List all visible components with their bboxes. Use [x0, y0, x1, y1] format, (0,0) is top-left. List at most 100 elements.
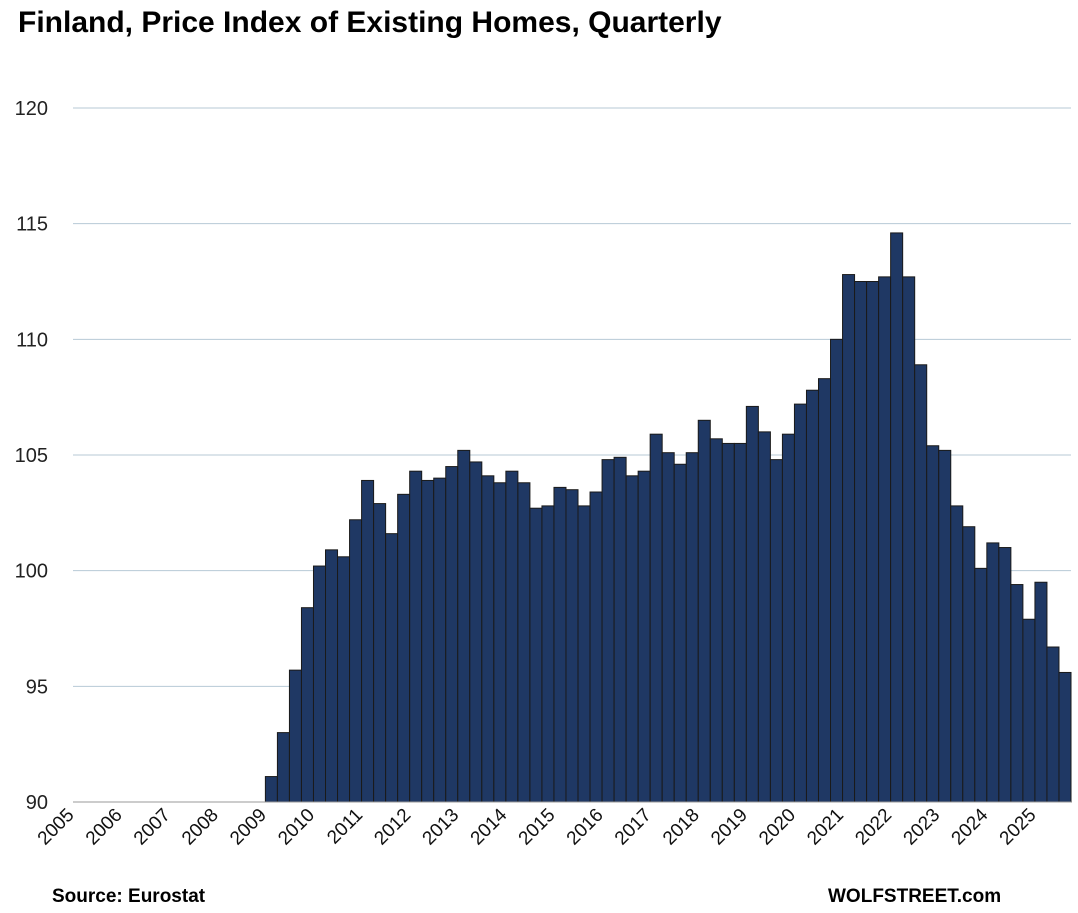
- bar: [950, 505, 964, 803]
- bar: [493, 482, 507, 803]
- y-tick-label: 105: [15, 445, 48, 467]
- y-tick-label: 90: [26, 792, 48, 814]
- x-tick-label: 2020: [755, 805, 800, 850]
- x-tick-label: 2013: [419, 805, 464, 850]
- x-tick-label: 2007: [130, 805, 175, 850]
- x-tick-label: 2021: [803, 805, 848, 850]
- bar: [276, 732, 290, 803]
- bar: [830, 338, 844, 803]
- bar: [264, 776, 278, 803]
- chart-title: Finland, Price Index of Existing Homes, …: [18, 6, 722, 39]
- bar: [457, 449, 471, 803]
- x-axis-ticks: 2005 2006 2007 2008 2009 2010 2011 2012 2013 2014…: [34, 804, 1041, 849]
- y-tick-label: 100: [15, 561, 48, 583]
- x-tick-label: 2009: [226, 805, 271, 850]
- bar: [325, 549, 339, 803]
- x-tick-label: 2024: [948, 804, 993, 849]
- bar: [842, 274, 856, 803]
- bar: [962, 526, 976, 803]
- bar: [709, 438, 723, 803]
- bar: [1010, 584, 1024, 803]
- x-tick-label: 2019: [707, 805, 752, 850]
- x-tick-label: 2016: [563, 805, 608, 850]
- x-tick-label: 2011: [323, 805, 367, 849]
- bar: [625, 475, 639, 803]
- bar: [469, 461, 483, 803]
- bar: [409, 470, 423, 803]
- bar: [781, 433, 795, 803]
- bar: [361, 479, 375, 803]
- bar: [745, 405, 759, 803]
- bar: [312, 565, 327, 803]
- bar: [926, 445, 940, 803]
- bar: [397, 493, 411, 803]
- bar: [938, 449, 952, 803]
- bar: [793, 403, 807, 803]
- bar: [589, 491, 603, 803]
- bar: [817, 378, 832, 803]
- bar: [553, 486, 567, 803]
- x-tick-label: 2015: [515, 805, 560, 850]
- bar: [1046, 646, 1060, 803]
- x-tick-label: 2022: [851, 805, 896, 850]
- bar: [517, 482, 531, 803]
- bar: [637, 470, 651, 803]
- x-tick-label: 2012: [370, 805, 415, 850]
- bar: [661, 452, 675, 803]
- x-tick-label: 2006: [82, 805, 127, 850]
- x-tick-label: 2018: [659, 805, 704, 850]
- bar: [757, 431, 771, 803]
- x-tick-label: 2025: [996, 805, 1041, 850]
- bar: [998, 547, 1012, 803]
- x-tick-label: 2017: [611, 805, 656, 850]
- bar: [577, 505, 591, 803]
- bar: [601, 459, 615, 803]
- bar: [529, 507, 543, 803]
- bar: [769, 459, 783, 803]
- x-tick-label: 2010: [274, 805, 319, 850]
- bar: [890, 232, 904, 803]
- bar: [1022, 618, 1036, 803]
- bar: [866, 281, 880, 803]
- y-axis-ticks: 90 95 100 105 110 115 120: [15, 98, 48, 814]
- bar: [685, 452, 699, 803]
- y-tick-label: 95: [26, 676, 48, 698]
- bar-chart: 90 95 100 105 110 115 120 2005 2006 2007 2008 2009…: [15, 98, 1072, 849]
- bar: [337, 556, 351, 803]
- bar: [505, 470, 519, 803]
- bar: [878, 276, 892, 803]
- bar: [373, 503, 387, 803]
- bar: [541, 505, 555, 803]
- bar: [697, 419, 711, 803]
- bar: [433, 477, 447, 803]
- bar: [288, 669, 302, 803]
- bar: [421, 479, 435, 803]
- source-label: Source: Eurostat: [52, 886, 206, 907]
- bar: [1034, 581, 1048, 803]
- y-tick-label: 110: [16, 329, 48, 351]
- bar: [673, 463, 687, 803]
- bar: [805, 389, 819, 803]
- bar: [914, 364, 928, 803]
- brand-label: WOLFSTREET.com: [828, 886, 1002, 907]
- bar: [854, 281, 868, 803]
- bars: [264, 232, 1072, 803]
- bar: [721, 442, 735, 803]
- y-tick-label: 115: [16, 214, 48, 236]
- bar: [481, 475, 495, 803]
- x-tick-label: 2008: [178, 805, 223, 850]
- bar: [349, 519, 363, 803]
- bar: [445, 466, 459, 803]
- x-tick-label: 2014: [467, 804, 512, 849]
- bar: [733, 442, 747, 803]
- bar: [974, 567, 988, 803]
- bar: [300, 607, 314, 803]
- bar: [986, 542, 1000, 803]
- bar: [565, 489, 579, 803]
- x-tick-label: 2023: [900, 805, 945, 850]
- y-tick-label: 120: [15, 98, 48, 120]
- bar: [902, 276, 916, 803]
- bar: [613, 456, 627, 803]
- bar: [1058, 671, 1072, 803]
- bar: [649, 433, 663, 803]
